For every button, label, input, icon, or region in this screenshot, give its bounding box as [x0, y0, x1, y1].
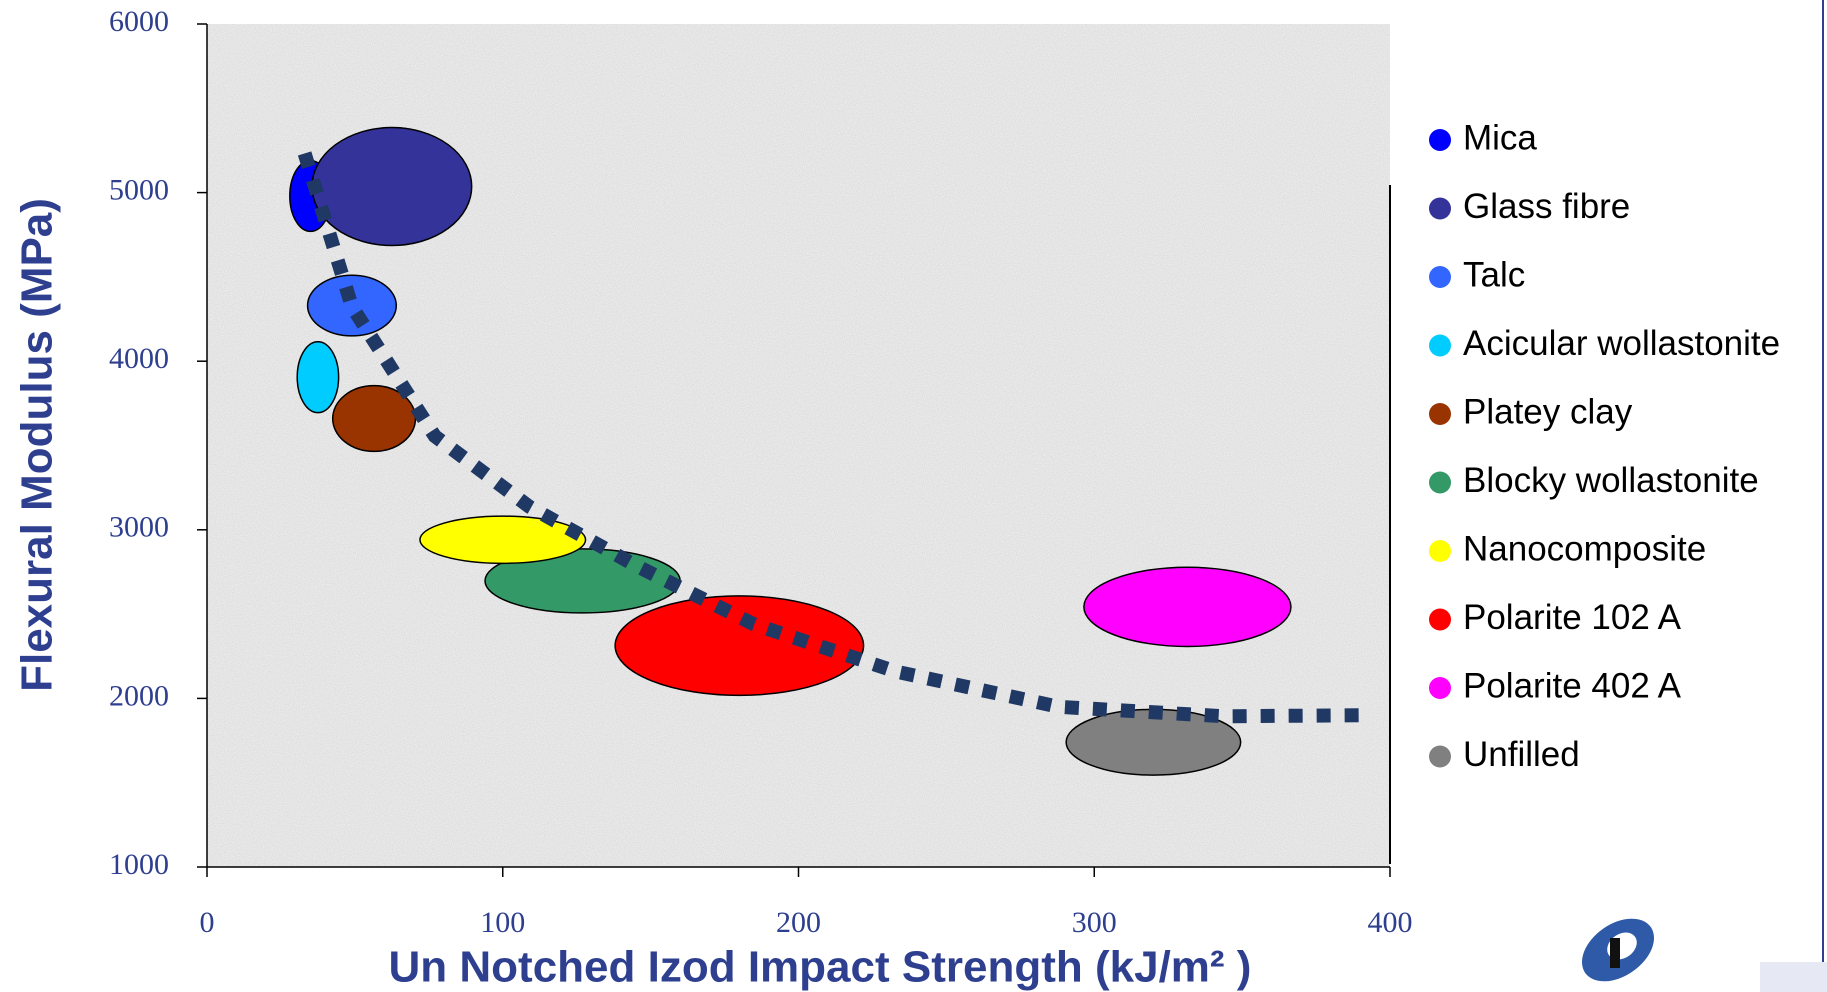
x-tick-label: 0: [200, 906, 215, 939]
y-tick-label: 6000: [109, 5, 169, 38]
legend-label: Glass fibre: [1463, 187, 1630, 226]
y-tick-label: 2000: [109, 679, 169, 712]
x-axis-title: Un Notched Izod Impact Strength (kJ/m² ): [389, 943, 1252, 992]
ellipse-mark: [311, 126, 473, 247]
legend-label: Acicular wollastonite: [1463, 324, 1780, 363]
ellipse-mark: [1083, 566, 1292, 648]
logo: [1581, 918, 1655, 982]
y-axis-title: Flexural Modulus (MPa): [13, 198, 62, 692]
ellipse-mark: [296, 341, 340, 414]
legend-marker: [1429, 471, 1451, 494]
x-tick-label: 200: [776, 906, 821, 939]
corner-box: [1760, 962, 1827, 992]
legend-marker: [1429, 129, 1451, 151]
legend-label: Blocky wollastonite: [1463, 461, 1759, 500]
trend-line: [297, 151, 1361, 724]
y-tick-label: 4000: [109, 342, 169, 375]
legend-label: Polarite 402 A: [1463, 666, 1682, 705]
ellipse-mark: [306, 274, 398, 337]
legend-marker: [1429, 608, 1451, 631]
legend-marker: [1429, 677, 1451, 699]
legend-marker: [1429, 334, 1451, 357]
legend-label: Platey clay: [1463, 392, 1633, 431]
x-tick-label: 400: [1368, 906, 1413, 939]
legend-marker: [1429, 197, 1451, 220]
y-tick-label: 3000: [109, 511, 169, 544]
ellipse-mark: [419, 515, 587, 565]
legend-label: Talc: [1463, 255, 1525, 294]
x-tick-label: 300: [1072, 906, 1117, 939]
y-tick-label: 1000: [109, 848, 169, 881]
legend-label: Mica: [1463, 118, 1537, 157]
legend-marker: [1429, 540, 1451, 562]
legend-marker: [1429, 403, 1451, 425]
legend-marker: [1429, 745, 1451, 768]
legend-label: Unfilled: [1463, 735, 1580, 774]
legend-label: Polarite 102 A: [1463, 598, 1682, 637]
x-tick-label: 100: [480, 906, 525, 939]
ellipse-mark: [614, 595, 865, 697]
legend-label: Nanocomposite: [1463, 529, 1706, 568]
y-tick-label: 5000: [109, 173, 169, 206]
legend-marker: [1429, 266, 1451, 288]
